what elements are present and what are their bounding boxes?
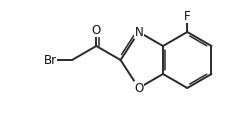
Text: F: F: [184, 10, 190, 23]
Text: Br: Br: [44, 53, 57, 66]
Text: N: N: [134, 25, 143, 38]
Text: O: O: [92, 23, 101, 36]
Text: O: O: [134, 81, 143, 94]
